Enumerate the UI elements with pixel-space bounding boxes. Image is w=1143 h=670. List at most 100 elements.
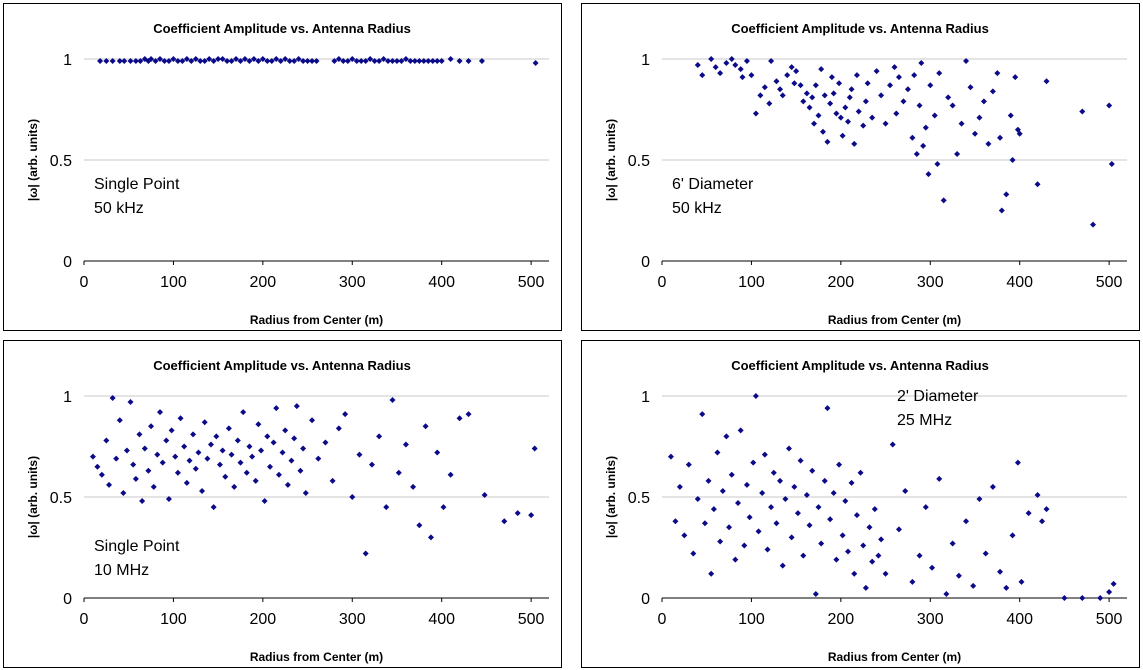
data-point [201,419,208,426]
data-point [732,556,739,563]
data-point [782,496,789,503]
x-tick-label: 200 [249,274,276,291]
data-point [440,504,447,511]
data-point [127,399,134,406]
data-point [157,409,164,416]
data-point [694,62,701,69]
data-point [422,423,429,430]
data-point [528,512,535,519]
x-tick-label: 0 [658,611,667,628]
data-point [267,463,273,470]
data-point [1003,584,1010,591]
data-point [116,58,123,65]
data-point [282,56,289,62]
x-axis-label: Radius from Center (m) [250,313,383,327]
data-point [803,90,810,97]
data-point [839,532,846,539]
data-point [717,538,724,545]
chart-panel-single-point-10mhz: Coefficient Amplitude vs. Antenna Radius… [3,340,562,668]
data-point [315,455,322,462]
data-point [818,540,825,547]
data-point [803,491,810,498]
data-point [797,457,804,464]
data-point [827,100,834,107]
data-point [309,417,316,424]
data-point [284,481,291,488]
data-point [395,469,402,476]
data-point [103,437,110,444]
data-point [815,112,822,119]
data-point [916,102,923,109]
data-point [791,80,798,87]
y-tick-label: 0 [641,591,650,608]
data-point [240,409,247,416]
data-point [1039,518,1046,525]
data-point [806,104,813,111]
data-point [429,58,436,65]
x-tick-label: 300 [917,611,944,628]
data-point [759,489,766,496]
data-point [225,425,232,432]
data-point [676,483,683,490]
data-point [309,58,316,65]
data-point [895,74,902,81]
annotation-label: 50 kHz [672,200,722,217]
data-point [746,514,753,521]
data-point [282,427,289,434]
data-point [862,98,869,105]
data-point [349,56,356,62]
data-point [862,584,869,591]
y-axis-label: |ω| (arb. units) [604,119,618,201]
chart-title: Coefficient Amplitude vs. Antenna Radius [153,358,411,373]
data-point [980,98,987,105]
data-point [882,570,889,577]
data-point [963,58,970,65]
data-point [672,518,679,525]
x-tick-label: 500 [1096,274,1123,291]
scatter-chart: Coefficient Amplitude vs. Antenna Radius… [604,358,1127,664]
x-axis-label: Radius from Center (m) [828,650,961,664]
data-point [322,439,329,446]
data-point [192,465,199,472]
data-point [773,78,780,85]
data-point [190,431,197,438]
data-point [851,140,858,147]
data-point [106,481,113,488]
data-point [723,60,730,67]
data-point [376,58,383,65]
y-tick-label: 0.5 [628,153,650,170]
chart-panel-2ft-diameter-25mhz: Coefficient Amplitude vs. Antenna Radius… [581,340,1140,668]
x-tick-label: 500 [518,611,545,628]
x-tick-label: 300 [917,274,944,291]
data-point [501,518,508,525]
data-point [757,92,764,99]
data-point [824,138,831,145]
data-point [252,477,259,484]
data-point [246,443,253,450]
data-point [297,467,304,474]
data-point [89,453,96,460]
data-point [869,558,876,565]
x-tick-label: 300 [339,611,366,628]
data-point [270,439,277,446]
data-point [434,449,441,456]
annotation-label: 50 kHz [94,200,144,217]
data-point [860,122,867,129]
data-point [168,427,175,434]
x-tick-label: 400 [428,274,455,291]
data-point [998,207,1005,214]
data-point [393,58,400,65]
data-point [967,84,974,91]
data-point [259,56,266,62]
data-point [132,58,139,65]
data-point [402,441,409,448]
data-point [152,58,159,65]
data-point [954,150,961,157]
data-point [708,56,715,62]
x-tick-label: 400 [1006,611,1033,628]
data-point [371,58,378,65]
data-point [726,524,733,531]
data-point [141,445,148,452]
data-point [882,120,889,127]
data-point [955,572,962,579]
